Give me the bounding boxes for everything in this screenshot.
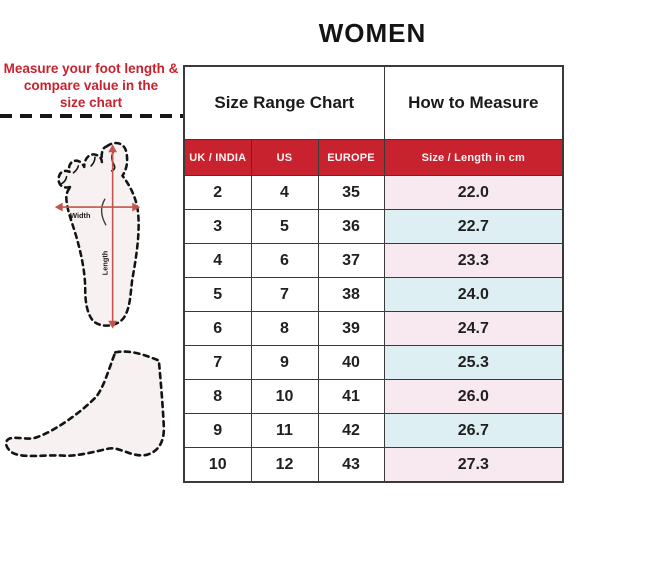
cell-length-cm: 27.3	[383, 447, 564, 483]
cell-length-cm: 22.0	[383, 175, 564, 210]
table-section-header-row: Size Range Chart How to Measure	[183, 65, 564, 140]
cell-us: 5	[250, 209, 319, 244]
cell-europe: 43	[317, 447, 385, 483]
size-table: Size Range Chart How to Measure UK / IND…	[183, 65, 565, 483]
cell-length-cm: 26.0	[383, 379, 564, 414]
foot-sole-diagram: Width Length	[54, 141, 141, 329]
cell-length-cm: 24.7	[383, 311, 564, 346]
instruction-line: Measure your foot length &	[3, 61, 179, 76]
cell-europe: 41	[317, 379, 385, 414]
foot-side-outline	[4, 350, 166, 458]
cell-europe: 38	[317, 277, 385, 312]
col-header-uk-india: UK / INDIA	[183, 139, 252, 176]
size-range-chart-header: Size Range Chart	[183, 65, 385, 140]
table-row: 7 9 40 25.3	[183, 345, 564, 380]
foot-sole-outline	[57, 141, 140, 327]
ball-crease-line	[100, 198, 107, 226]
col-header-length-cm: Size / Length in cm	[383, 139, 564, 176]
cell-uk-india: 4	[183, 243, 252, 278]
cell-europe: 37	[317, 243, 385, 278]
table-row: 10 12 43 27.3	[183, 447, 564, 483]
table-row: 4 6 37 23.3	[183, 243, 564, 278]
how-to-measure-header: How to Measure	[383, 65, 564, 140]
length-label: Length	[101, 250, 110, 275]
length-arrow-head-bottom	[108, 320, 118, 329]
width-arrow-head-left	[54, 202, 63, 212]
width-arrow-head-right	[132, 202, 141, 212]
length-arrow-head-top	[108, 144, 118, 153]
table-row: 6 8 39 24.7	[183, 311, 564, 346]
cell-europe: 36	[317, 209, 385, 244]
foot-side-diagram	[4, 350, 166, 458]
cell-us: 6	[250, 243, 319, 278]
cell-uk-india: 7	[183, 345, 252, 380]
cell-length-cm: 23.3	[383, 243, 564, 278]
col-header-us: US	[250, 139, 319, 176]
table-row: 9 11 42 26.7	[183, 413, 564, 448]
table-row: 5 7 38 24.0	[183, 277, 564, 312]
dashed-divider-line	[0, 114, 185, 118]
cell-length-cm: 24.0	[383, 277, 564, 312]
instruction-text: Measure your foot length & compare value…	[0, 60, 182, 111]
cell-europe: 40	[317, 345, 385, 380]
cell-us: 4	[250, 175, 319, 210]
cell-europe: 42	[317, 413, 385, 448]
cell-us: 11	[250, 413, 319, 448]
cell-length-cm: 22.7	[383, 209, 564, 244]
cell-uk-india: 8	[183, 379, 252, 414]
cell-us: 9	[250, 345, 319, 380]
cell-europe: 39	[317, 311, 385, 346]
cell-us: 8	[250, 311, 319, 346]
toe-curl-line	[72, 165, 80, 174]
width-label: Width	[70, 211, 91, 220]
cell-length-cm: 25.3	[383, 345, 564, 380]
cell-uk-india: 6	[183, 311, 252, 346]
page-title: WOMEN	[318, 18, 427, 48]
cell-us: 12	[250, 447, 319, 483]
cell-uk-india: 2	[183, 175, 252, 210]
toe-curl-line	[60, 175, 68, 185]
col-header-europe: EUROPE	[317, 139, 385, 176]
cell-us: 7	[250, 277, 319, 312]
table-column-header-row: UK / INDIA US EUROPE Size / Length in cm	[183, 139, 564, 176]
cell-uk-india: 9	[183, 413, 252, 448]
table-row: 3 5 36 22.7	[183, 209, 564, 244]
table-row: 2 4 35 22.0	[183, 175, 564, 210]
cell-uk-india: 10	[183, 447, 252, 483]
cell-uk-india: 3	[183, 209, 252, 244]
toe-curl-line	[90, 156, 96, 167]
table-row: 8 10 41 26.0	[183, 379, 564, 414]
cell-us: 10	[250, 379, 319, 414]
cell-length-cm: 26.7	[383, 413, 564, 448]
cell-uk-india: 5	[183, 277, 252, 312]
instruction-line: size chart	[59, 95, 123, 110]
instruction-line: compare value in the	[23, 78, 159, 93]
cell-europe: 35	[317, 175, 385, 210]
